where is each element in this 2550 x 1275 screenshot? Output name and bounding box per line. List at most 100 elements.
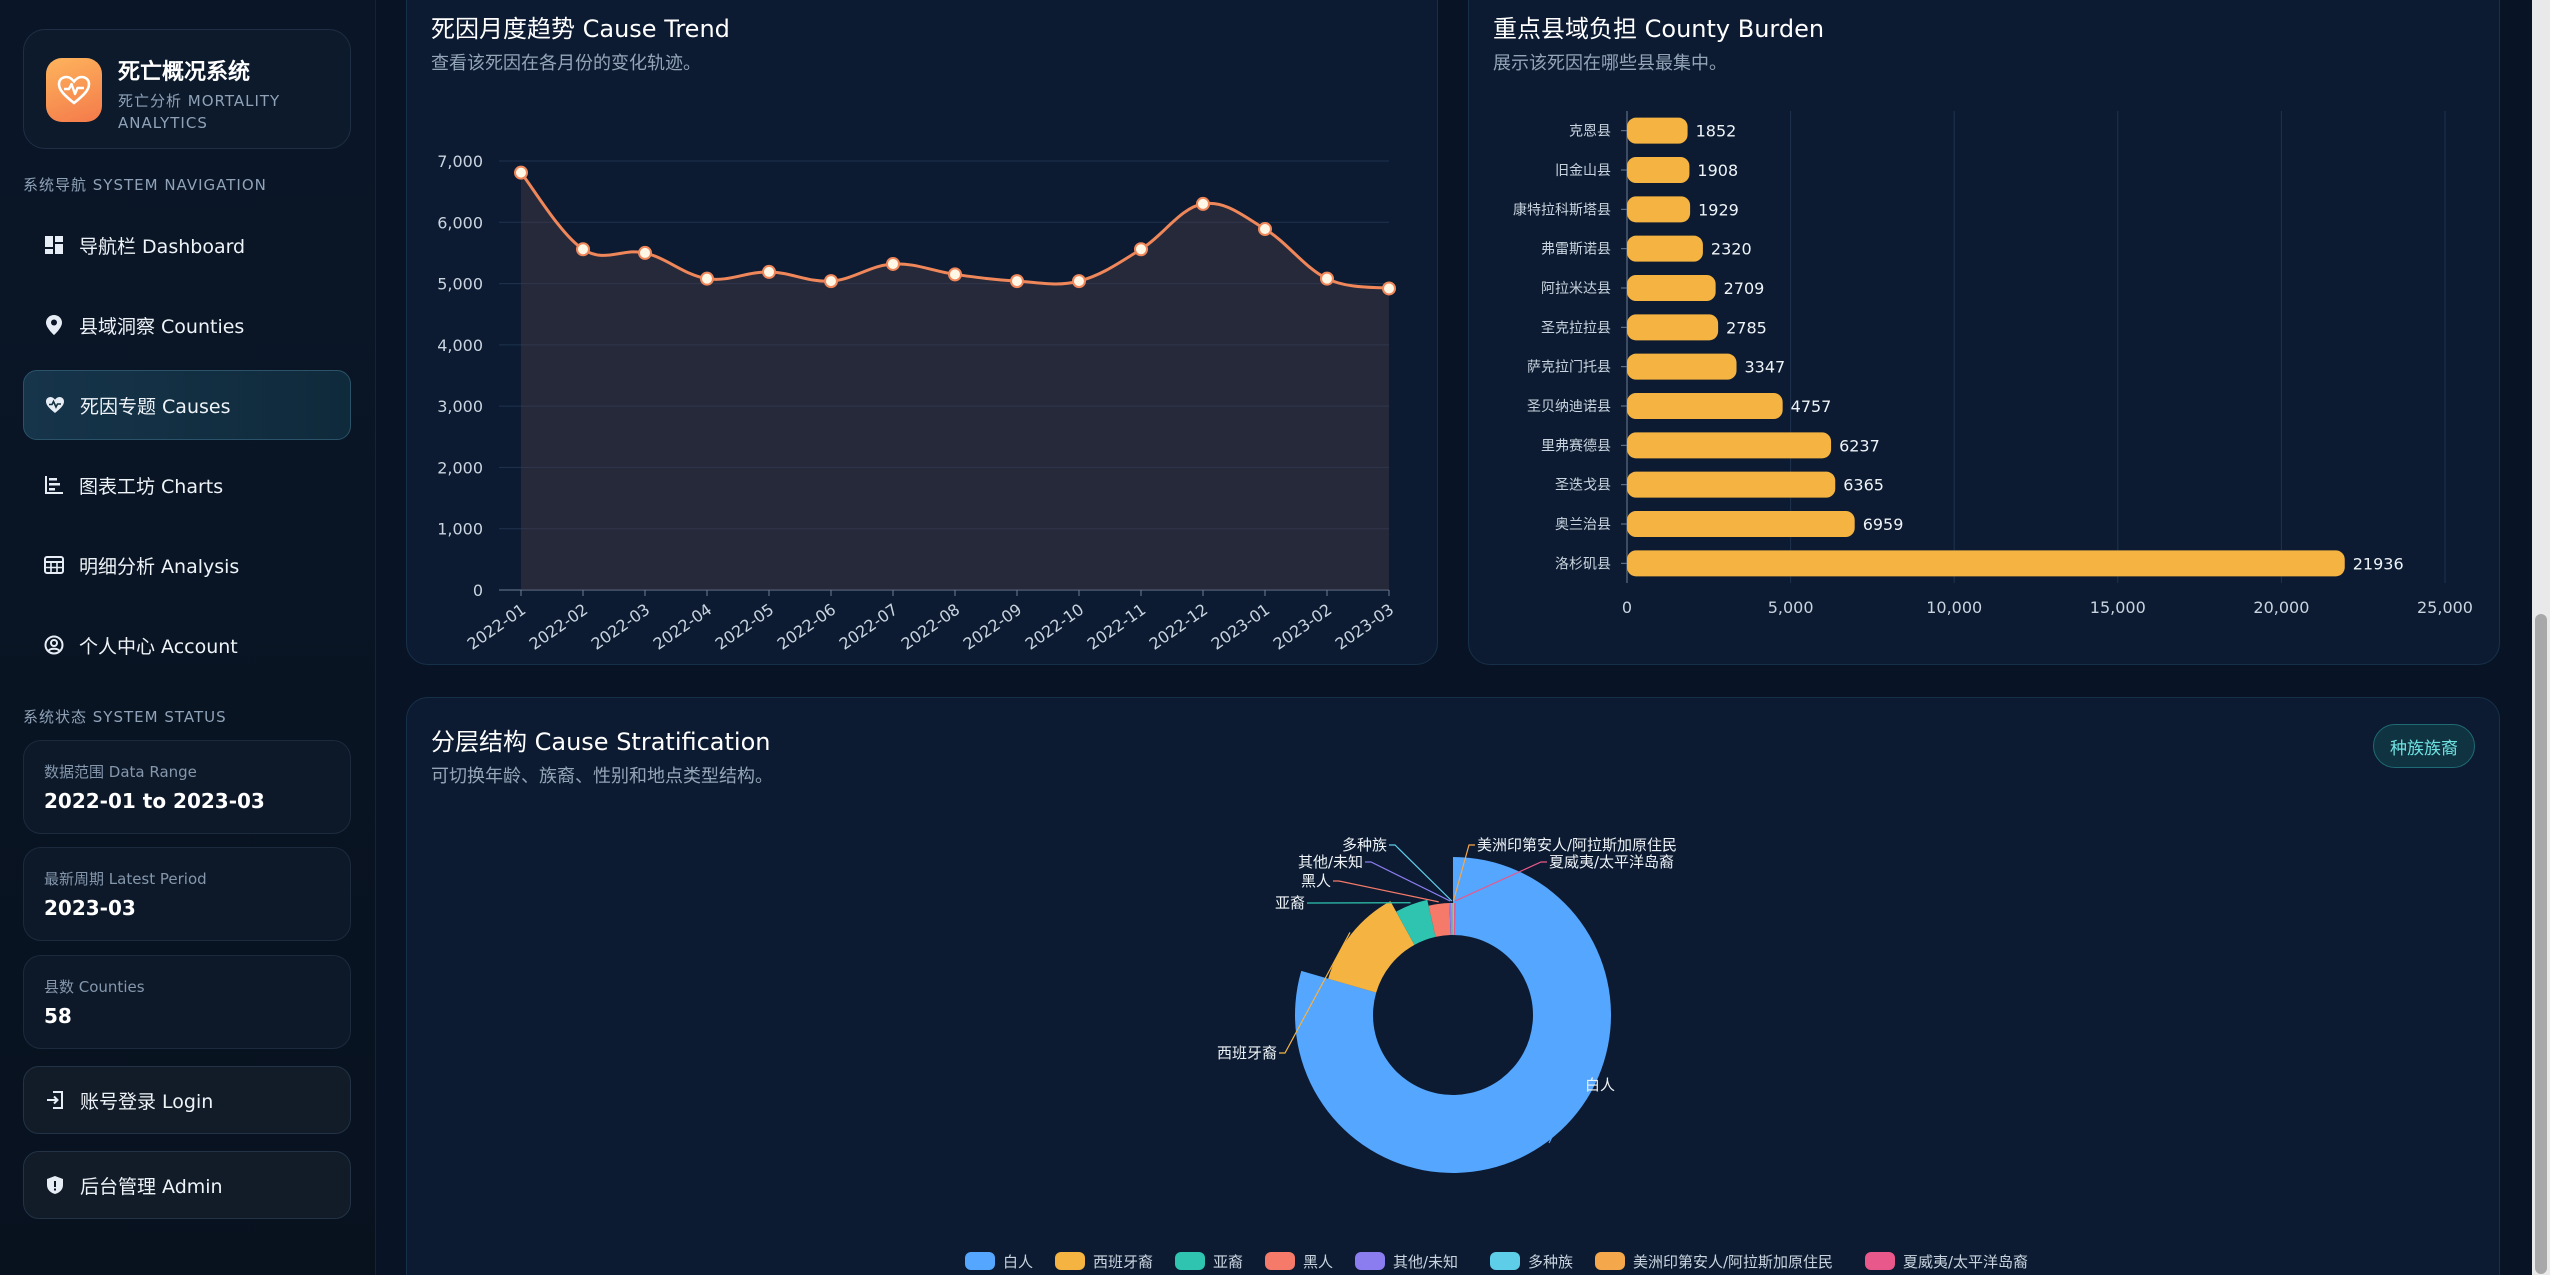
legend-item-label: 亚裔 <box>1213 1253 1243 1271</box>
stratification-panel: 分层结构 Cause Stratification 可切换年龄、族裔、性别和地点… <box>406 697 2500 1275</box>
trend-point <box>886 256 900 271</box>
x-tick-label: 2022-01 <box>464 600 530 654</box>
donut-slice <box>1328 901 1415 993</box>
slice-label: 多种族 <box>1342 836 1387 854</box>
county-bar <box>1627 196 1691 223</box>
y-tick-label: 1,000 <box>437 520 483 539</box>
stratification-panel-title: 分层结构 Cause Stratification <box>431 728 771 756</box>
legend-item-label: 黑人 <box>1303 1253 1333 1271</box>
slice-label: 美洲印第安人/阿拉斯加原住民 <box>1477 836 1677 854</box>
scrollbar-track[interactable] <box>2532 0 2550 1275</box>
brand-card: 死亡概况系统 死亡分析 MORTALITY ANALYTICS <box>23 29 351 149</box>
bar-value-label: 2320 <box>1711 240 1752 259</box>
x-tick-label: 2022-08 <box>898 600 964 654</box>
nav-item-analysis[interactable]: 明细分析 Analysis <box>23 530 351 600</box>
donut-slice <box>1428 903 1451 937</box>
y-tick-label: 4,000 <box>437 336 483 355</box>
nav-item-label: 县域洞察 Counties <box>79 315 245 338</box>
stratification-panel-subtitle: 可切换年龄、族裔、性别和地点类型结构。 <box>431 766 773 787</box>
bar-value-label: 6365 <box>1843 476 1884 495</box>
bar-value-label: 6237 <box>1839 436 1880 455</box>
bar-value-label: 2785 <box>1726 318 1767 337</box>
bar-value-label: 1929 <box>1698 200 1739 219</box>
slice-leader-line <box>1365 861 1451 902</box>
nav-item-dashboard[interactable]: 导航栏 Dashboard <box>23 210 351 280</box>
status-card-latest-period: 最新周期 Latest Period 2023-03 <box>23 847 351 941</box>
brand-subtitle: 死亡分析 MORTALITY ANALYTICS <box>118 92 281 132</box>
status-card-value: 58 <box>44 1004 72 1028</box>
x-tick-label: 20,000 <box>2253 598 2309 617</box>
nav-item-charts[interactable]: 图表工坊 Charts <box>23 450 351 520</box>
legend-swatch <box>1355 1252 1385 1270</box>
nav-item-label: 导航栏 Dashboard <box>79 235 246 258</box>
x-tick-label: 2023-01 <box>1208 600 1274 654</box>
y-category-label: 奥兰治县 <box>1555 516 1611 533</box>
y-tick-label: 0 <box>473 581 483 600</box>
nav-item-counties[interactable]: 县域洞察 Counties <box>23 290 351 360</box>
bar-value-label: 2709 <box>1724 279 1765 298</box>
trend-panel-title: 死因月度趋势 Cause Trend <box>431 15 730 43</box>
legend-item-label: 西班牙裔 <box>1093 1253 1153 1271</box>
trend-point <box>762 264 776 279</box>
trend-point <box>1196 196 1210 211</box>
county-panel-subtitle: 展示该死因在哪些县最集中。 <box>1493 53 1727 74</box>
slice-label: 西班牙裔 <box>1217 1044 1277 1062</box>
y-category-label: 萨克拉门托县 <box>1527 360 1611 376</box>
county-bar <box>1627 275 1716 301</box>
x-tick-label: 10,000 <box>1926 598 1982 617</box>
slice-label: 白人 <box>1585 1076 1615 1094</box>
trend-point <box>514 165 528 180</box>
status-card-label: 数据范围 Data Range <box>44 763 197 781</box>
bar-value-label: 21936 <box>2353 554 2404 573</box>
slice-label: 其他/未知 <box>1298 853 1363 871</box>
slice-leader-line <box>1389 844 1453 902</box>
trend-point <box>638 245 652 260</box>
nav-item-account[interactable]: 个人中心 Account <box>23 610 351 680</box>
x-tick-label: 2022-12 <box>1146 600 1212 654</box>
trend-point <box>1010 274 1024 289</box>
trend-panel: 死因月度趋势 Cause Trend 查看该死因在各月份的变化轨迹。 0 1,00… <box>406 0 1438 665</box>
status-card-label: 最新周期 Latest Period <box>44 870 207 888</box>
nav-item-label: 死因专题 Causes <box>80 395 231 418</box>
county-panel-title: 重点县域负担 County Burden <box>1493 15 1825 43</box>
slice-label: 亚裔 <box>1275 894 1305 912</box>
shield-icon <box>44 1174 66 1196</box>
dimension-tag-button[interactable]: 种族族裔 <box>2373 724 2475 768</box>
login-button[interactable]: 账号登录 Login <box>23 1066 351 1134</box>
legend-item-label: 多种族 <box>1528 1253 1573 1271</box>
legend-swatch <box>1175 1252 1205 1270</box>
x-tick-label: 2022-02 <box>526 600 592 654</box>
nav-item-causes[interactable]: 死因专题 Causes <box>23 370 351 440</box>
y-tick-label: 2,000 <box>437 458 483 477</box>
y-category-label: 圣迭戈县 <box>1555 478 1611 494</box>
trend-area <box>521 172 1389 590</box>
nav-section-label: 系统导航 SYSTEM NAVIGATION <box>23 176 267 194</box>
y-category-label: 里弗赛德县 <box>1541 438 1611 454</box>
y-tick-label: 6,000 <box>437 213 483 232</box>
y-tick-label: 3,000 <box>437 397 483 416</box>
admin-button[interactable]: 后台管理 Admin <box>23 1151 351 1219</box>
county-bar <box>1627 471 1836 498</box>
legend-item-label: 夏威夷/太平洋岛裔 <box>1903 1253 2028 1271</box>
table-icon <box>43 554 65 576</box>
location-pin-icon <box>43 314 65 336</box>
y-category-label: 康特拉科斯塔县 <box>1513 201 1611 218</box>
county-bar <box>1627 393 1783 419</box>
admin-label: 后台管理 Admin <box>80 1175 223 1198</box>
bar-value-label: 6959 <box>1863 515 1904 534</box>
heartbeat-logo-icon <box>46 58 102 122</box>
x-tick-label: 2022-03 <box>588 600 654 654</box>
donut-slice <box>1396 899 1436 945</box>
status-card-value: 2022-01 to 2023-03 <box>44 789 265 813</box>
nav-item-label: 明细分析 Analysis <box>79 555 240 578</box>
status-card-data-range: 数据范围 Data Range 2022-01 to 2023-03 <box>23 740 351 834</box>
scrollbar-thumb[interactable] <box>2535 614 2547 1274</box>
bar-value-label: 3347 <box>1745 358 1786 377</box>
slice-label: 黑人 <box>1301 872 1331 890</box>
user-circle-icon <box>43 634 65 656</box>
slice-leader-line <box>1452 844 1475 902</box>
y-category-label: 阿拉米达县 <box>1541 281 1611 297</box>
trend-point <box>948 267 962 282</box>
county-bar <box>1627 550 2345 577</box>
x-tick-label: 2023-03 <box>1332 600 1398 654</box>
